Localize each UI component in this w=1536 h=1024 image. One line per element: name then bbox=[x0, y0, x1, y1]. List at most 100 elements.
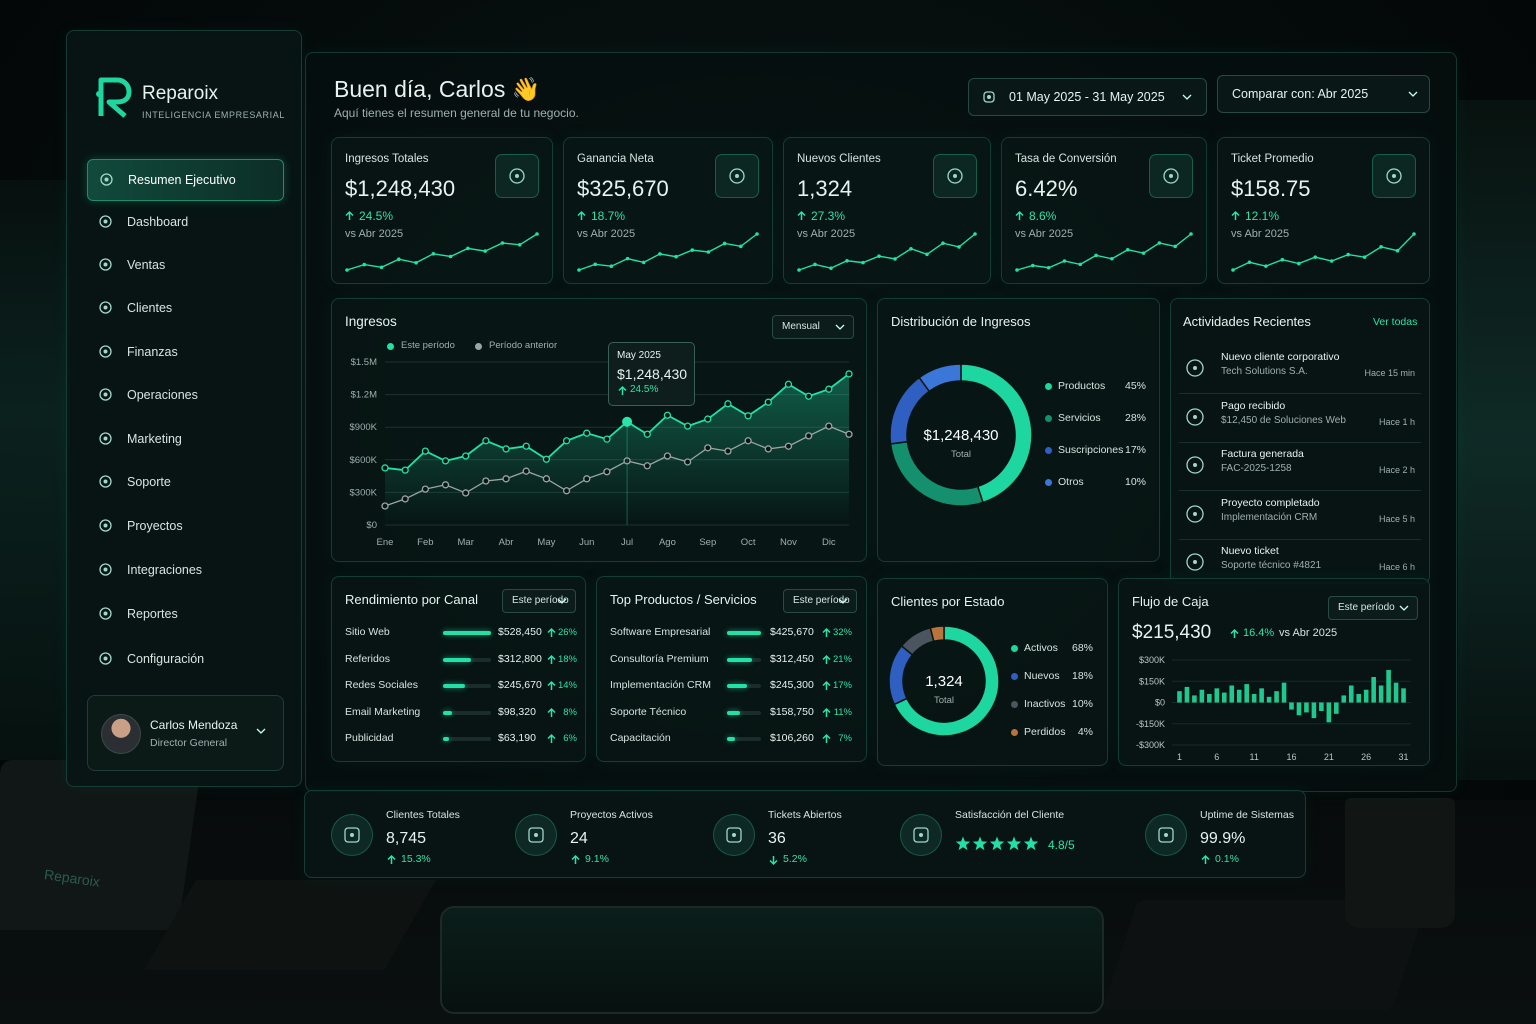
nav-item[interactable]: Dashboard bbox=[87, 202, 282, 242]
channels-panel: Rendimiento por Canal Este período Sitio W… bbox=[331, 576, 586, 762]
sparkline-point bbox=[957, 245, 961, 249]
activity-item[interactable]: Nuevo ticket Soporte técnico #4821 Hace 6 … bbox=[1179, 543, 1421, 587]
activity-item[interactable]: Pago recibido $12,450 de Soluciones Web Ha… bbox=[1179, 398, 1421, 443]
bar bbox=[1341, 695, 1347, 703]
row-label: Implementación CRM bbox=[610, 679, 711, 691]
series-point bbox=[643, 462, 651, 470]
donut-segment bbox=[888, 644, 914, 706]
icon-dot bbox=[1193, 511, 1197, 516]
legend-swatch bbox=[1045, 447, 1052, 454]
activity-title: Pago recibido bbox=[1221, 399, 1286, 412]
nav-item[interactable]: Finanzas bbox=[87, 332, 282, 372]
series-point bbox=[845, 370, 853, 378]
series-point bbox=[845, 430, 853, 438]
sparkline-point bbox=[925, 252, 929, 257]
y-tick-label: $300K bbox=[1139, 655, 1165, 665]
star bbox=[955, 836, 971, 851]
icon-glyph bbox=[344, 827, 360, 843]
arrow-glyph bbox=[547, 680, 556, 690]
activity-title: Factura generada bbox=[1221, 448, 1304, 460]
kpi-compare: vs Abr 2025 bbox=[797, 228, 856, 240]
arrow-glyph bbox=[618, 385, 627, 395]
nav-item[interactable]: Reportes bbox=[87, 594, 282, 634]
period-dropdown[interactable]: Este período bbox=[783, 589, 857, 613]
activity-time: Hace 6 h bbox=[1378, 562, 1415, 572]
bar bbox=[1177, 691, 1182, 703]
y-tick-label: $0 bbox=[1155, 698, 1165, 708]
period-dropdown[interactable]: Mensual bbox=[772, 315, 854, 339]
series-point bbox=[522, 467, 530, 475]
chevron bbox=[1408, 91, 1418, 97]
period-dropdown[interactable]: Este período bbox=[1328, 596, 1418, 620]
x-tick-label: Mar bbox=[458, 537, 474, 548]
stat-icon bbox=[1145, 814, 1187, 856]
stat-change: 9.1% bbox=[585, 853, 609, 865]
arrow-up bbox=[822, 733, 831, 743]
date-range-picker[interactable]: 01 May 2025 - 31 May 2025 bbox=[968, 78, 1207, 116]
chevron bbox=[1182, 94, 1192, 100]
legend-value: 45% bbox=[1124, 380, 1146, 392]
nav-item[interactable]: Clientes bbox=[87, 288, 282, 328]
arrow-up bbox=[547, 654, 556, 664]
arrow-up bbox=[345, 210, 354, 220]
activity-item[interactable]: Factura generada FAC-2025-1258 Hace 2 h bbox=[1179, 446, 1421, 491]
nav-item[interactable]: Configuración bbox=[87, 639, 282, 679]
sparkline-point bbox=[1046, 265, 1051, 270]
kpi-compare: vs Abr 2025 bbox=[1015, 228, 1074, 240]
icon-dot bbox=[103, 479, 108, 484]
icon-glyph bbox=[1163, 168, 1179, 184]
series-point bbox=[522, 442, 530, 450]
kpi-icon bbox=[933, 154, 977, 198]
sparkline-point bbox=[1078, 262, 1083, 267]
stat-change: 0.1% bbox=[1215, 853, 1239, 865]
nav-item[interactable]: Ventas bbox=[87, 245, 282, 285]
arrow-up bbox=[547, 707, 556, 717]
period-label: Mensual bbox=[782, 321, 820, 332]
kpi-icon bbox=[1149, 154, 1193, 198]
nav-item[interactable]: Integraciones bbox=[87, 550, 282, 590]
y-tick-label: $1.5M bbox=[351, 357, 377, 368]
nav-item[interactable]: Soporte bbox=[87, 462, 282, 502]
activity-item[interactable]: Proyecto completado Implementación CRM Hac… bbox=[1179, 495, 1421, 540]
tooltip-change: 24.5% bbox=[630, 384, 659, 395]
nav-item[interactable]: Proyectos bbox=[87, 506, 282, 546]
icon-glyph bbox=[99, 388, 112, 401]
sparkline-point bbox=[397, 257, 401, 261]
row-change: 18% bbox=[557, 653, 577, 665]
icon-dot bbox=[1392, 174, 1396, 178]
x-tick-label: Feb bbox=[417, 537, 433, 548]
compare-picker[interactable]: Comparar con: Abr 2025 bbox=[1217, 75, 1430, 113]
activity-item[interactable]: Nuevo cliente corporativo Tech Solutions … bbox=[1179, 349, 1421, 394]
legend-value: 10% bbox=[1124, 476, 1146, 488]
icon bbox=[99, 215, 112, 228]
center-label: Total bbox=[951, 449, 971, 460]
city-right bbox=[1458, 100, 1536, 780]
view-all-link[interactable]: Ver todas bbox=[1373, 316, 1418, 328]
y-tick-label: $900K bbox=[350, 422, 378, 433]
nav-item[interactable]: Resumen Ejecutivo bbox=[87, 159, 284, 201]
sparkline-point bbox=[500, 241, 505, 245]
icon-dot bbox=[1164, 833, 1168, 837]
sparkline-point bbox=[483, 249, 487, 253]
series-point bbox=[663, 452, 672, 460]
nav-item[interactable]: Operaciones bbox=[87, 375, 282, 415]
series-point bbox=[825, 422, 833, 430]
nav-item[interactable]: Marketing bbox=[87, 419, 282, 459]
sparkline-point bbox=[625, 256, 630, 261]
series-point bbox=[502, 475, 510, 483]
period-dropdown[interactable]: Este período bbox=[502, 589, 576, 613]
row-value: $63,190 bbox=[498, 732, 536, 744]
legend-swatch bbox=[1011, 645, 1018, 652]
panel-title: Distribución de Ingresos bbox=[891, 314, 1031, 329]
user-card[interactable]: Carlos Mendoza Director General bbox=[87, 695, 284, 771]
logo-glyph bbox=[98, 77, 132, 118]
icon bbox=[99, 388, 112, 401]
row-label: Sitio Web bbox=[345, 626, 390, 638]
sparkline-point bbox=[1173, 244, 1177, 249]
activity-title: Nuevo ticket bbox=[1221, 545, 1279, 557]
tooltip-value: $1,248,430 bbox=[617, 366, 688, 382]
icon-glyph bbox=[99, 563, 112, 576]
stat-value: 24 bbox=[570, 830, 588, 847]
icon-glyph bbox=[983, 91, 995, 103]
